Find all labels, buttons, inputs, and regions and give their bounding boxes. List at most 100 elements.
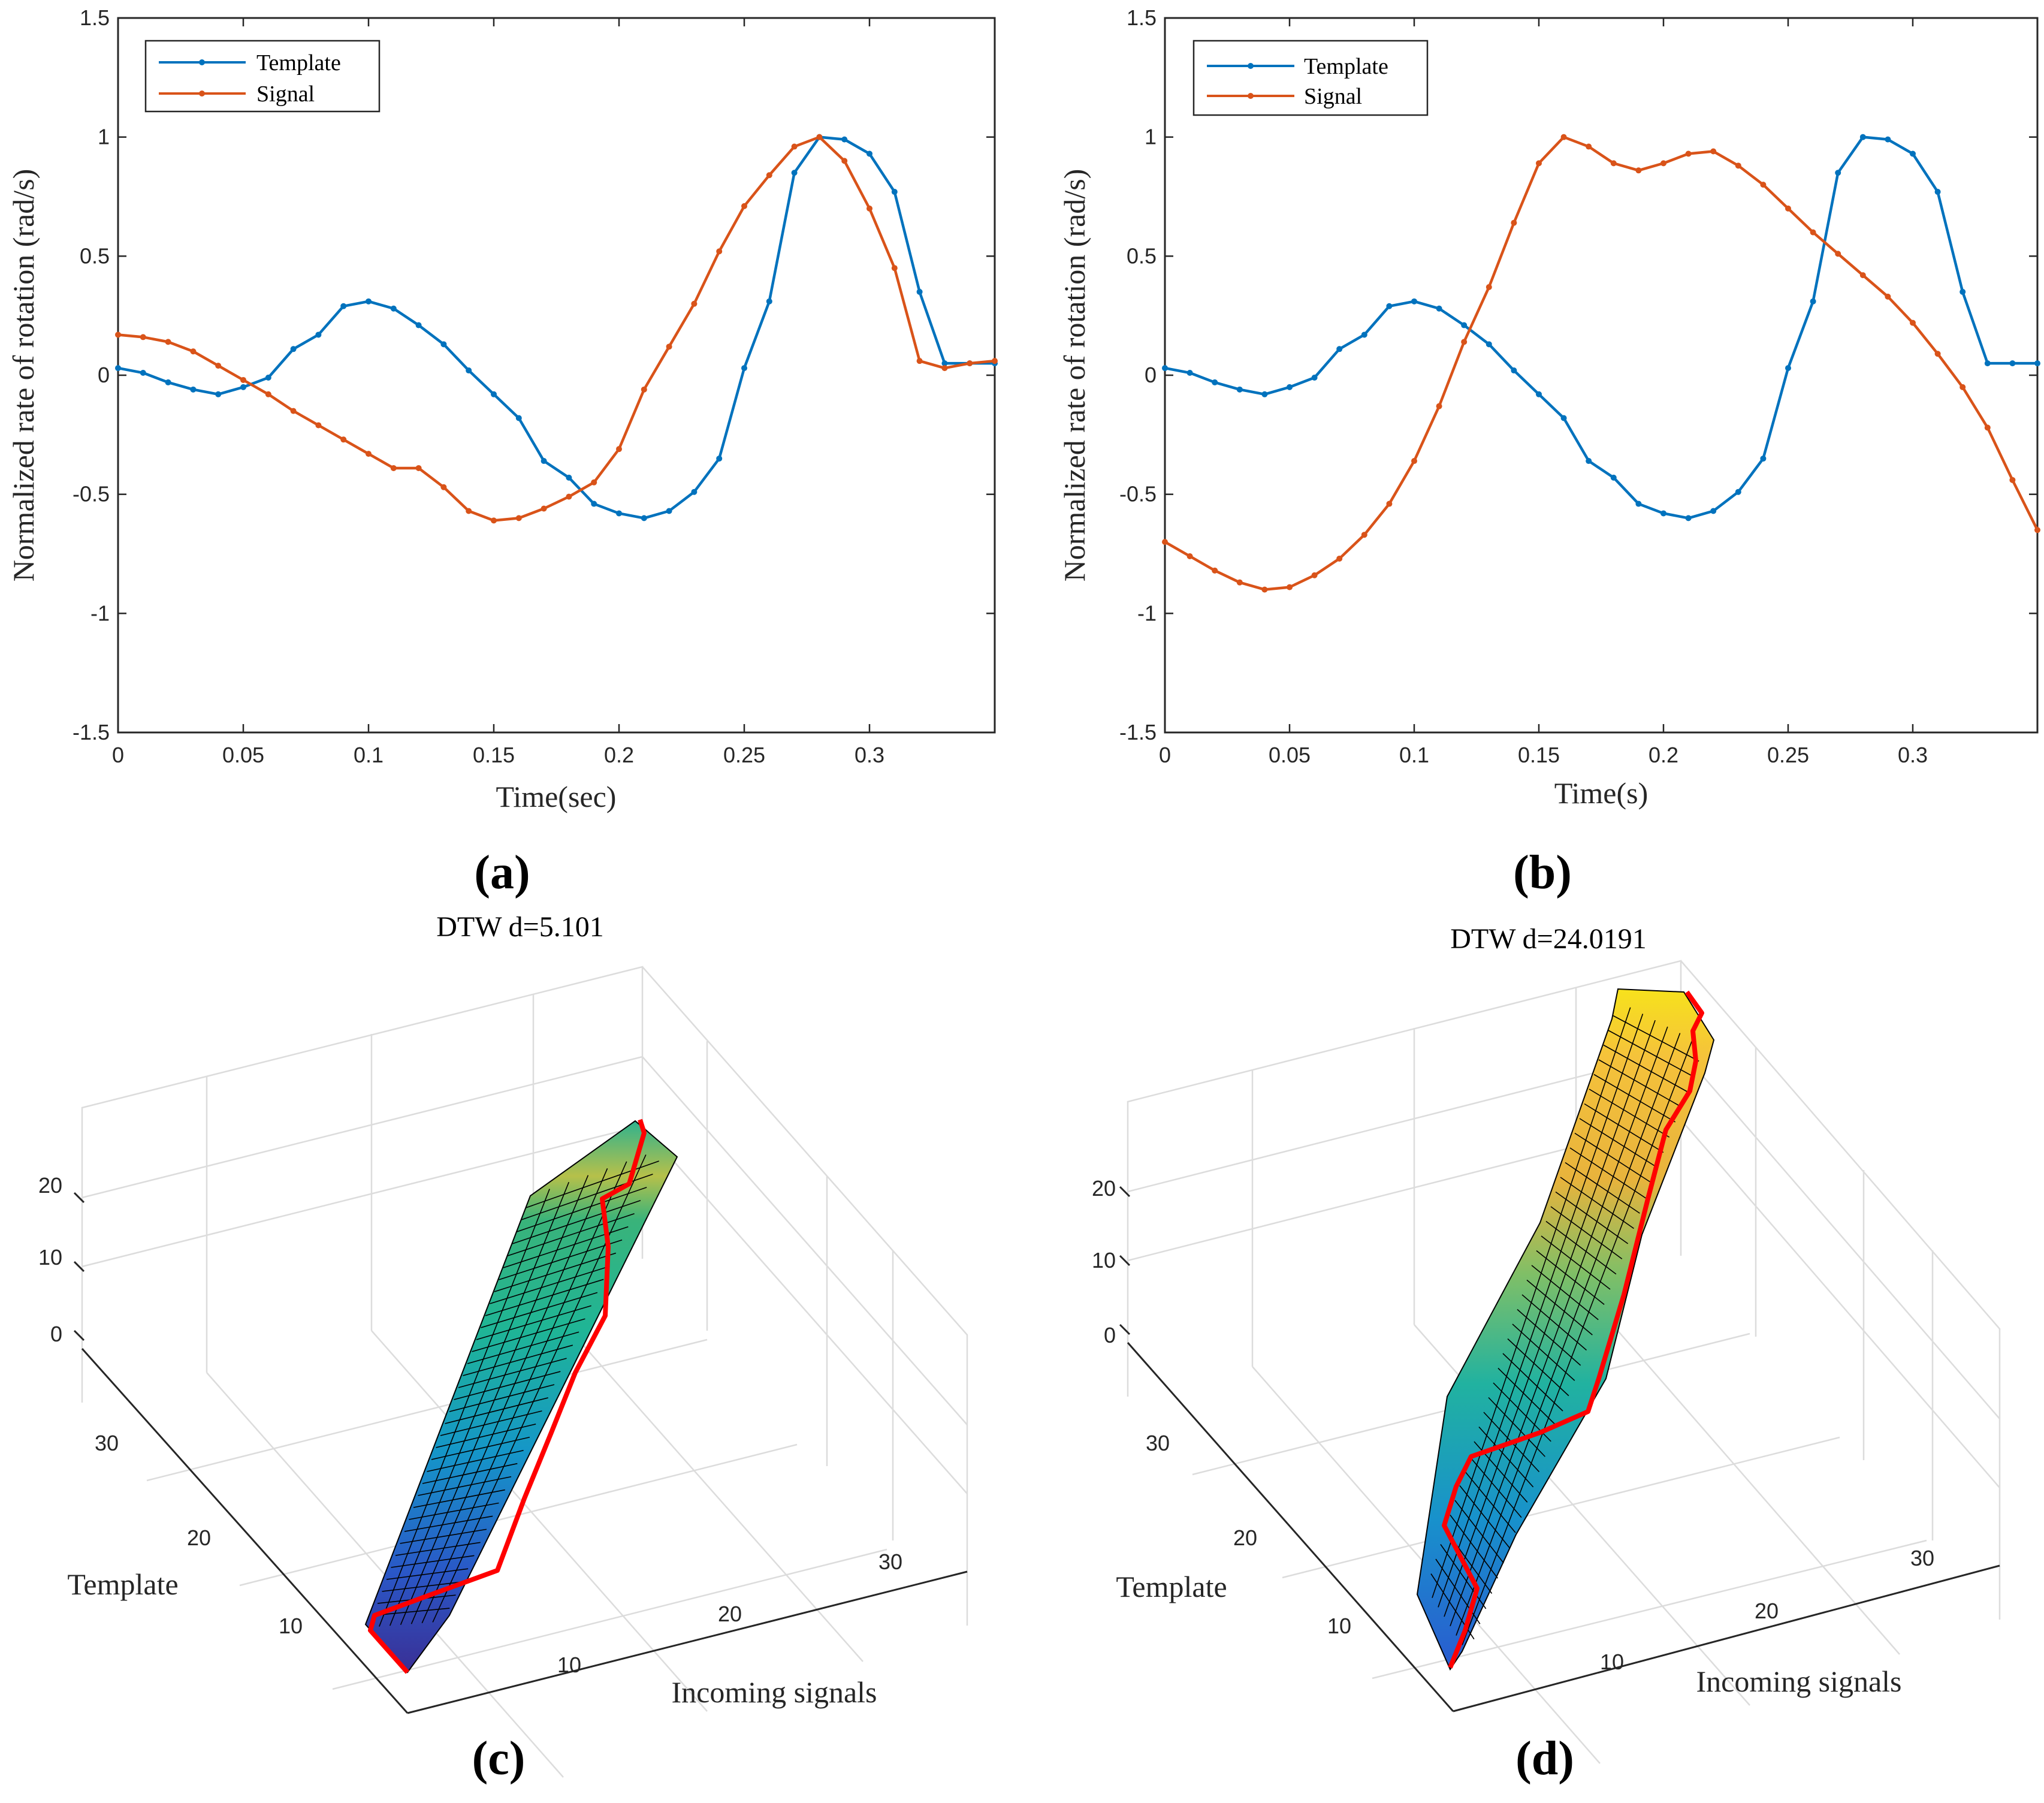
signal-point-b-13 <box>1486 284 1492 290</box>
template-point-b-20 <box>1660 510 1666 516</box>
signal-point-a-0 <box>115 331 121 337</box>
xtick-label-a-6: 0.3 <box>855 743 884 767</box>
template-point-b-2 <box>1212 379 1218 385</box>
ytick-label-a-2: -0.5 <box>73 482 110 506</box>
template-point-a-8 <box>315 331 321 337</box>
signal-point-a-18 <box>566 494 572 500</box>
template-point-a-7 <box>291 346 297 352</box>
template-point-b-29 <box>1885 137 1891 143</box>
signal-point-b-17 <box>1586 144 1592 150</box>
xtick-label-b-0: 0 <box>1159 743 1171 767</box>
template-point-b-30 <box>1910 150 1916 156</box>
signal-point-a-2 <box>165 339 171 345</box>
ytick-label-b-0: -1.5 <box>1119 720 1157 744</box>
template-point-a-14 <box>466 367 472 373</box>
template-point-a-19 <box>591 501 597 507</box>
xtick-label-a-1: 0.05 <box>222 743 264 767</box>
ytick-30-c: 30 <box>95 1431 119 1455</box>
chart-d: DTW d=24.0191 20 <box>1092 923 2000 1785</box>
signal-point-b-32 <box>1960 384 1965 390</box>
signal-point-b-31 <box>1935 351 1941 357</box>
xtick-20-d: 20 <box>1755 1599 1779 1623</box>
ytick-label-a-1: -1 <box>90 601 110 625</box>
ytick-label-b-1: -1 <box>1137 601 1157 625</box>
right-wall-c <box>642 967 967 1626</box>
grid-rz20-d <box>1681 1051 2000 1419</box>
signal-point-b-10 <box>1411 458 1417 464</box>
signal-point-b-6 <box>1312 572 1318 578</box>
ytick-label-b-6: 1.5 <box>1127 5 1157 30</box>
signal-point-a-28 <box>816 134 822 140</box>
xlabel-d: Incoming signals <box>1696 1665 1901 1698</box>
ytick-label-a-5: 1 <box>98 125 110 149</box>
signal-point-a-29 <box>841 158 847 164</box>
template-point-a-27 <box>792 170 798 176</box>
signal-point-b-3 <box>1237 580 1243 586</box>
template-point-b-17 <box>1586 458 1592 464</box>
template-point-a-16 <box>516 415 522 421</box>
xtick-label-a-2: 0.1 <box>354 743 384 767</box>
template-point-b-5 <box>1287 384 1293 390</box>
signal-point-a-4 <box>215 363 221 369</box>
grid-rz10-d <box>1681 1120 2000 1488</box>
floor-4-c <box>147 1340 707 1481</box>
xtick-10-d: 10 <box>1600 1650 1624 1674</box>
template-point-b-15 <box>1536 391 1542 397</box>
template-point-a-2 <box>165 379 171 385</box>
xtick-label-b-2: 0.1 <box>1399 743 1429 767</box>
template-point-a-22 <box>666 508 672 514</box>
template-point-a-4 <box>215 391 221 397</box>
signal-point-a-23 <box>691 301 697 307</box>
surface-c <box>366 1120 677 1672</box>
mesh-col-d-3 <box>1444 1020 1655 1617</box>
legend-template-label-b: Template <box>1304 54 1388 79</box>
xlabel-b: Time(s) <box>1554 776 1649 810</box>
signal-point-b-34 <box>2009 477 2015 483</box>
signal-point-b-28 <box>1860 272 1866 278</box>
signal-point-b-30 <box>1910 320 1916 326</box>
signal-point-a-24 <box>716 248 722 254</box>
signal-point-a-6 <box>265 391 271 397</box>
xtick-label-b-3: 0.15 <box>1518 743 1560 767</box>
ytick-label-b-3: 0 <box>1145 363 1157 387</box>
template-point-a-30 <box>866 150 872 156</box>
signal-point-b-19 <box>1635 167 1641 173</box>
template-point-b-8 <box>1361 331 1367 337</box>
signal-point-a-13 <box>440 484 446 490</box>
template-point-b-0 <box>1162 365 1168 371</box>
floor-3-d <box>1576 1283 1900 1654</box>
template-point-b-19 <box>1635 501 1641 507</box>
template-point-b-22 <box>1710 508 1716 514</box>
mesh-col-c-4 <box>411 1168 607 1624</box>
template-point-a-6 <box>265 375 271 381</box>
panel-label-b: (b) <box>1513 846 1572 899</box>
xtick-label-a-3: 0.15 <box>473 743 515 767</box>
signal-point-b-21 <box>1686 150 1692 156</box>
template-point-a-31 <box>892 189 898 195</box>
ytick-label-a-0: -1.5 <box>73 720 110 744</box>
signal-point-b-9 <box>1386 501 1392 507</box>
template-point-b-33 <box>1985 360 1991 366</box>
xtick-label-b-4: 0.2 <box>1649 743 1678 767</box>
template-point-b-21 <box>1686 515 1692 521</box>
signal-point-b-7 <box>1336 556 1342 562</box>
template-point-b-12 <box>1461 322 1467 328</box>
legend-signal-marker-a <box>199 91 205 97</box>
template-point-b-31 <box>1935 189 1941 195</box>
xtick-label-b-5: 0.25 <box>1767 743 1809 767</box>
signal-point-a-26 <box>766 172 772 178</box>
legend-signal-label-b: Signal <box>1304 84 1362 109</box>
template-point-b-16 <box>1561 415 1567 421</box>
chart-b: 0 0.05 0.1 0.15 0.2 0.25 0.3 -1.5 -1 -0.5 0 0.5 1 1.5… <box>1058 5 2040 899</box>
signal-point-b-35 <box>2034 527 2040 533</box>
ylabel-b: Normalized rate of rotation (rad/s) <box>1058 169 1091 582</box>
template-point-b-7 <box>1336 346 1342 352</box>
signal-point-a-31 <box>892 265 898 271</box>
signal-point-b-11 <box>1436 403 1442 409</box>
signal-point-b-26 <box>1810 230 1816 236</box>
signal-point-a-16 <box>516 515 522 521</box>
signal-point-a-11 <box>391 465 397 471</box>
signal-point-a-25 <box>741 203 747 209</box>
axis-template-d <box>1128 1343 1453 1711</box>
template-point-a-9 <box>340 303 346 309</box>
